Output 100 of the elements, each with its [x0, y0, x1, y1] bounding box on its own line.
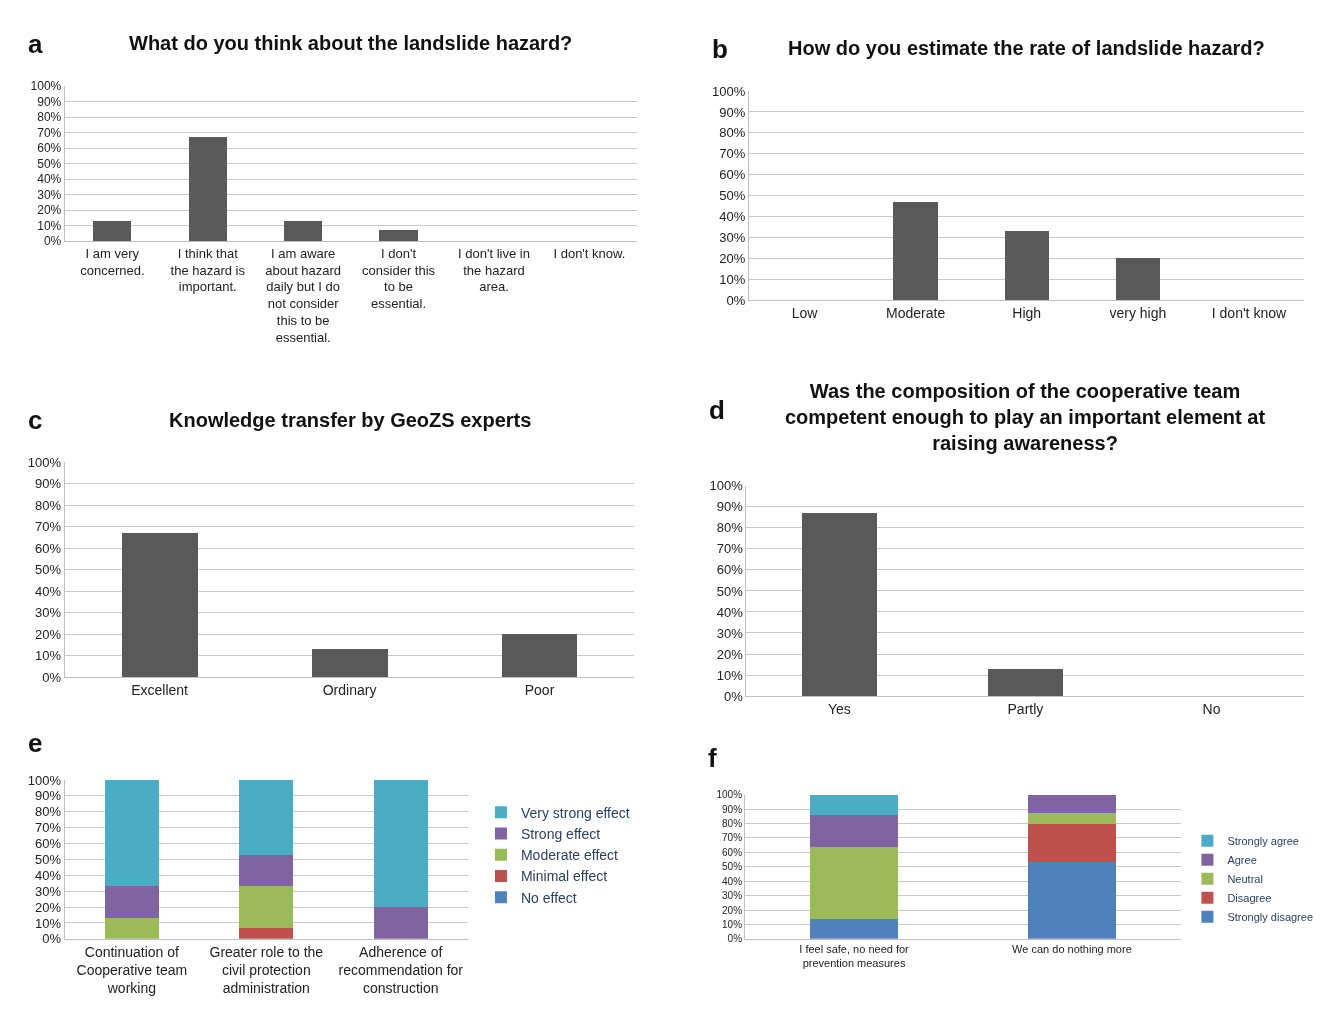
- y-tick-label: 70%: [716, 541, 744, 557]
- bar: [810, 918, 898, 939]
- x-tick-label: No: [1202, 700, 1221, 717]
- y-tick-label: 60%: [35, 836, 62, 852]
- x-tick-label: Low: [791, 305, 819, 322]
- y-tick-label: 40%: [722, 875, 743, 887]
- legend-label: Strongly agree: [1227, 835, 1299, 848]
- y-tick-label: 60%: [35, 540, 62, 556]
- y-tick-label: 30%: [35, 605, 62, 621]
- y-tick-label: 60%: [719, 167, 746, 183]
- bar: [810, 794, 898, 815]
- x-tick-label: I feel safe, no need for prevention measures: [799, 943, 910, 970]
- y-tick-label: 30%: [716, 625, 744, 641]
- y-tick-label: 0%: [42, 931, 62, 947]
- y-tick-label: 100%: [709, 478, 744, 494]
- legend-label: Strong effect: [520, 825, 601, 842]
- bar: [373, 779, 428, 908]
- y-tick-label: 10%: [35, 915, 62, 931]
- bar: [104, 779, 159, 887]
- y-tick-label: 10%: [37, 218, 62, 233]
- y-tick-label: 90%: [37, 94, 62, 109]
- y-tick-label: 10%: [719, 271, 746, 287]
- x-tick-label: I am very concerned.: [80, 245, 145, 278]
- y-tick-label: 70%: [37, 125, 62, 140]
- legend-label: No effect: [520, 889, 577, 906]
- bar: [104, 918, 159, 939]
- y-tick-label: 40%: [35, 583, 62, 599]
- y-tick-label: 70%: [719, 146, 746, 162]
- bar: [284, 220, 323, 242]
- text: e: [28, 728, 43, 758]
- y-tick-label: 50%: [37, 156, 62, 171]
- y-tick-label: 10%: [35, 648, 62, 664]
- y-tick-label: 20%: [35, 626, 62, 642]
- bar: [239, 927, 294, 939]
- y-tick-label: 50%: [722, 861, 743, 873]
- y-tick-label: 80%: [35, 497, 62, 513]
- x-tick-label: I don't consider this to be essential.: [362, 245, 436, 312]
- bar: [311, 649, 388, 678]
- x-tick-label: I think that the hazard is important.: [170, 245, 246, 295]
- y-tick-label: 80%: [719, 125, 746, 141]
- legend-label: Agree: [1227, 854, 1257, 867]
- y-tick-label: 50%: [716, 583, 744, 599]
- bar: [188, 137, 227, 242]
- y-tick-label: 80%: [722, 818, 743, 830]
- x-tick-label: Continuation of Cooperative team working: [76, 943, 188, 997]
- x-tick-label: Ordinary: [322, 682, 377, 699]
- bar: [121, 533, 198, 678]
- y-tick-label: 90%: [719, 104, 746, 120]
- legend-label: Moderate effect: [520, 847, 619, 864]
- y-tick-label: 80%: [37, 110, 62, 125]
- y-tick-label: 100%: [716, 789, 743, 801]
- y-tick-label: 20%: [716, 646, 744, 662]
- bar: [501, 634, 578, 678]
- text: f: [708, 743, 717, 773]
- legend-label: Minimal effect: [520, 868, 608, 885]
- y-tick-label: 30%: [37, 187, 62, 202]
- x-tick-label: Excellent: [131, 682, 189, 699]
- y-tick-label: 60%: [37, 141, 62, 156]
- x-tick-label: very high: [1109, 305, 1167, 322]
- x-tick-label: I am aware about hazard daily but I do not consider this to be essential.: [265, 245, 342, 346]
- y-tick-label: 20%: [719, 250, 746, 266]
- y-tick-label: 30%: [722, 890, 743, 902]
- x-tick-label: I don't know.: [553, 245, 626, 261]
- y-tick-label: 90%: [35, 476, 62, 492]
- chart-title: How do you estimate the rate of landslide hazard?: [788, 37, 1265, 59]
- y-tick-label: 20%: [722, 904, 743, 916]
- y-tick-label: 60%: [722, 846, 743, 858]
- y-tick-label: 100%: [27, 454, 62, 470]
- x-tick-label: Partly: [1007, 700, 1044, 717]
- y-tick-label: 40%: [716, 604, 744, 620]
- y-tick-label: 40%: [719, 209, 746, 225]
- text: b: [712, 34, 728, 64]
- y-tick-label: 100%: [27, 772, 62, 788]
- y-tick-label: 60%: [716, 562, 744, 578]
- bar: [93, 220, 132, 242]
- text: c: [28, 405, 43, 435]
- y-tick-label: 100%: [30, 79, 62, 94]
- y-tick-label: 0%: [43, 234, 62, 249]
- chart-title: Knowledge transfer by GeoZS experts: [169, 409, 532, 431]
- bar: [239, 886, 294, 928]
- y-tick-label: 0%: [726, 292, 746, 308]
- y-tick-label: 80%: [35, 804, 62, 820]
- y-tick-label: 20%: [37, 203, 62, 218]
- x-tick-label: I don't know: [1211, 305, 1287, 322]
- y-tick-label: 90%: [35, 788, 62, 804]
- y-tick-label: 90%: [716, 499, 744, 515]
- y-tick-label: 30%: [35, 883, 62, 899]
- bar: [239, 854, 294, 887]
- y-tick-label: 50%: [35, 851, 62, 867]
- bar: [239, 779, 294, 855]
- y-tick-label: 100%: [712, 83, 746, 99]
- x-tick-label: Poor: [524, 682, 555, 699]
- bar: [379, 230, 418, 242]
- y-tick-label: 10%: [716, 667, 744, 683]
- bar: [1028, 813, 1116, 824]
- y-tick-label: 50%: [35, 562, 62, 578]
- bar: [1115, 258, 1161, 301]
- x-tick-label: We can do nothing more: [1012, 943, 1132, 956]
- y-tick-label: 70%: [35, 519, 62, 535]
- y-tick-label: 0%: [42, 669, 62, 685]
